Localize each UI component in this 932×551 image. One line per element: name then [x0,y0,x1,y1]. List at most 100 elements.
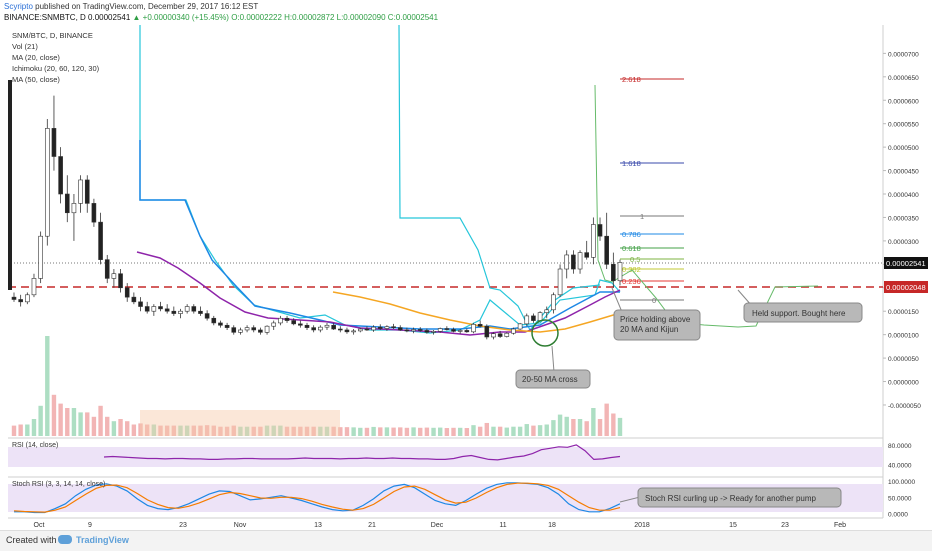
candle [611,252,616,288]
candle [191,304,197,314]
candle [451,327,456,333]
annotation-stoch-text: Stoch RSI curling up -> Ready for anothe… [645,494,817,503]
volume-bar [391,427,396,436]
candle [11,292,17,302]
volume-bar [544,424,549,436]
candle [118,269,123,293]
candle [517,322,523,330]
candle [491,332,496,340]
candle [184,304,190,314]
volume-bar [351,427,356,436]
candle [171,306,177,316]
volume-bar [457,427,463,436]
ma20-line [136,251,621,336]
time-tick-label: Oct [34,522,45,529]
candle [51,95,57,171]
candle [78,175,83,213]
candle [331,322,336,330]
candle [364,326,370,331]
candle [397,325,403,331]
fib-level-0236: 0.236 [622,277,641,286]
time-tick-label: Feb [834,522,846,529]
candle [457,329,463,334]
volume-bar [138,423,143,436]
volume-bar [584,421,589,436]
candle [411,327,416,334]
candle [551,292,556,314]
volume-bar [524,424,529,436]
time-tick-label: 13 [314,522,322,529]
candle [431,329,436,335]
ohlc-text: O:0.00002222 H:0.00002872 L:0.00002090 C… [231,13,439,22]
volume-bar [45,336,50,436]
volume-bar [531,425,536,436]
support-price-tag [884,281,928,293]
volume-bar [484,422,490,436]
volume-bar [31,419,37,436]
price-tick-label: 0.0000600 [888,98,919,105]
volume-bar [551,420,556,436]
price-tick-label: 0.0000650 [888,75,919,82]
volume-bar [398,427,403,436]
time-tick-label: 9 [88,522,92,529]
candle [31,273,37,298]
candle [391,323,396,330]
last-price-tag [884,257,928,269]
candle [417,327,423,332]
footer-brand[interactable]: TradingView [76,535,129,545]
volume-bar [371,426,376,436]
candle [104,254,110,284]
volume-bar [424,427,430,436]
volume-bar [164,425,170,436]
volume-bar [504,427,509,436]
volume-bar [151,424,157,436]
candle [424,328,430,334]
candle [131,292,137,305]
volume-bar [71,408,77,436]
volume-bar [604,403,609,436]
volume-bar [264,425,270,436]
time-tick-label: 18 [548,522,556,529]
volume-bar [38,405,43,436]
candle [84,175,90,213]
volume-bar [158,425,163,436]
fib-level-0618: 0.618 [622,244,641,253]
time-tick-label: 2018 [634,522,650,529]
candle [404,327,410,333]
fib-level-0382: 0.382 [622,265,641,274]
volume-bar [304,426,310,436]
symbol-line: BINANCE:SNMBTC, D 0.00002541 ▲ +0.000003… [4,13,438,22]
candle [477,320,483,328]
volume-bar [51,394,57,436]
time-tick-label: 23 [781,522,789,529]
volume-bar [571,419,576,436]
candle [617,259,623,286]
volume-bar [591,408,596,436]
volume-bar [358,427,363,436]
candle [544,306,550,319]
candle [497,330,503,338]
volume-bar [298,426,303,436]
footer-bar: Created with TradingView [0,530,932,551]
volume-bar [444,428,450,436]
volume-bar [211,425,216,436]
volume-bar [471,425,476,436]
fib-level-2618: 2.618 [622,75,641,84]
publish-line: Scyripto published on TradingView.com, D… [4,2,258,11]
fib-level-1618: 1.618 [622,159,641,168]
candle [371,325,376,332]
candle [571,250,576,274]
annotation-support-text: Held support. Bought here [752,309,846,318]
candle [244,325,250,333]
volume-bar [418,427,423,436]
author-name[interactable]: Scyripto [4,2,33,11]
chart-area[interactable]: 2.618 1.618 1 0.786 0.618 0.5 0.382 0.23… [0,0,932,530]
volume-bar [497,426,503,436]
volume-bar [105,416,110,436]
fib-level-0786: 0.786 [622,230,641,239]
volume-bar [577,419,583,436]
candle [311,325,316,333]
volume-bar [597,419,603,436]
candle [178,308,183,319]
rsi-axis: 80.0000 40.0000 [888,443,912,469]
